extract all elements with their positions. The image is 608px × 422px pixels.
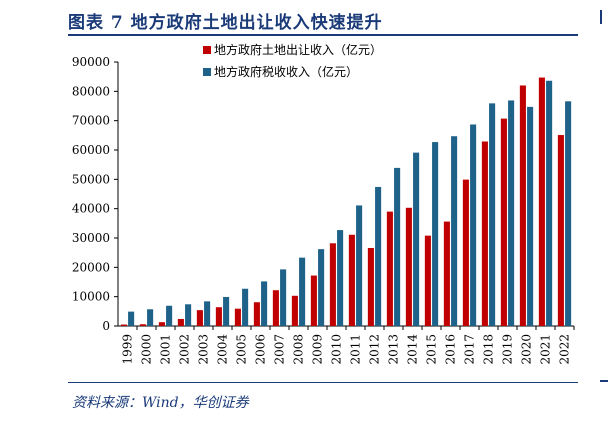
y-tick-label: 30000 <box>72 231 110 245</box>
chart-axes <box>114 61 575 330</box>
tax-revenue-bar-2013 <box>394 167 401 326</box>
x-tick-label-2004: 2004 <box>216 334 230 365</box>
legend-label-0: 地方政府土地出让收入（亿元） <box>214 42 382 57</box>
tax-revenue-bar-2016 <box>451 136 458 326</box>
land-revenue-bar-2020 <box>519 85 526 326</box>
x-tick-label-2022: 2022 <box>558 334 572 365</box>
chart-legend: 地方政府土地出让收入（亿元） 地方政府税收收入（亿元） <box>203 42 382 79</box>
y-tick-label: 70000 <box>72 114 110 128</box>
x-tick-label-2012: 2012 <box>368 334 382 365</box>
land-revenue-bar-2006 <box>253 302 260 326</box>
x-tick-label-2010: 2010 <box>330 334 344 365</box>
x-tick-label-2020: 2020 <box>520 334 534 365</box>
land-revenue-bar-2001 <box>158 322 165 326</box>
x-tick-label-2007: 2007 <box>273 334 287 365</box>
land-revenue-bar-2022 <box>557 135 564 326</box>
x-tick-label-2017: 2017 <box>463 334 477 365</box>
land-revenue-bar-2018 <box>481 141 488 326</box>
legend-label-1: 地方政府税收收入（亿元） <box>214 64 358 79</box>
legend-swatch-0 <box>203 46 211 54</box>
x-tick-label-2015: 2015 <box>425 334 439 365</box>
x-tick-label-2021: 2021 <box>539 334 553 365</box>
tax-revenue-bar-2018 <box>489 103 496 326</box>
y-tick-label: 50000 <box>72 172 110 186</box>
land-revenue-bar-2008 <box>291 295 298 326</box>
x-tick-label-2013: 2013 <box>387 334 401 365</box>
land-revenue-bar-2003 <box>196 310 203 326</box>
tax-revenue-bar-2007 <box>280 269 287 326</box>
x-tick-label-2000: 2000 <box>140 334 154 365</box>
land-revenue-bar-2021 <box>538 77 545 326</box>
x-tick-label-2002: 2002 <box>178 334 192 365</box>
tax-revenue-bar-2001 <box>166 305 173 326</box>
tax-revenue-bar-2008 <box>299 257 306 326</box>
tax-revenue-bar-2006 <box>261 281 268 326</box>
tax-revenue-bar-2009 <box>318 249 325 326</box>
x-tick-label-1999: 1999 <box>121 334 135 365</box>
legend-swatch-1 <box>203 68 211 76</box>
title-rule <box>68 34 578 36</box>
adjacent-panel-edge <box>600 10 608 24</box>
y-tick-labels: 0 10000 20000 30000 40000 50000 60000 70000 8000… <box>72 55 110 333</box>
tax-revenue-bar-2004 <box>223 296 230 326</box>
x-tick-label-2005: 2005 <box>235 334 249 365</box>
x-tick-label-2009: 2009 <box>311 334 325 365</box>
adjacent-panel-rule <box>600 380 608 382</box>
x-tick-label-2003: 2003 <box>197 334 211 365</box>
x-tick-label-2016: 2016 <box>444 334 458 365</box>
tax-revenue-bar-2017 <box>470 124 477 326</box>
tax-revenue-bar-2000 <box>147 309 154 326</box>
land-revenue-bar-2010 <box>329 243 336 326</box>
source-rule <box>68 382 578 383</box>
land-revenue-bar-2009 <box>310 275 317 326</box>
chart-bars <box>120 77 572 327</box>
y-tick-label: 90000 <box>72 55 110 69</box>
land-revenue-bar-2004 <box>215 307 222 326</box>
y-tick-label: 20000 <box>72 260 110 274</box>
x-tick-label-2018: 2018 <box>482 334 496 365</box>
tax-revenue-bar-2012 <box>375 186 382 326</box>
land-revenue-bar-2005 <box>234 308 241 326</box>
land-revenue-bar-2000 <box>139 324 146 326</box>
x-tick-label-2011: 2011 <box>349 334 363 365</box>
y-tick-label: 80000 <box>72 84 110 98</box>
y-tick-label: 40000 <box>72 202 110 216</box>
land-revenue-bar-2011 <box>348 234 355 326</box>
tax-revenue-bar-2022 <box>565 101 572 326</box>
land-revenue-bar-2012 <box>367 247 374 326</box>
x-tick-label-2019: 2019 <box>501 334 515 365</box>
land-revenue-bar-1999 <box>120 324 127 326</box>
tax-revenue-bar-2020 <box>527 106 534 326</box>
tax-revenue-bar-2005 <box>242 288 249 326</box>
tax-revenue-bar-2015 <box>432 142 439 326</box>
tax-revenue-bar-2010 <box>337 230 344 326</box>
y-tick-label: 0 <box>102 319 110 333</box>
tax-revenue-bar-1999 <box>128 311 135 326</box>
tax-revenue-bar-2011 <box>356 205 363 326</box>
tax-revenue-bar-2002 <box>185 304 192 326</box>
x-tick-labels: 1999 2000 2001 2002 2003 2004 2005 2006 2007 2008… <box>121 334 572 365</box>
x-tick-label-2001: 2001 <box>159 334 173 365</box>
source-note: 资料来源：Wind，华创证券 <box>72 395 249 411</box>
land-revenue-bar-2014 <box>405 207 412 326</box>
land-revenue-bar-2015 <box>424 235 431 326</box>
figure-title: 图表 7 地方政府土地出让收入快速提升 <box>68 13 383 33</box>
land-revenue-bar-2013 <box>386 211 393 326</box>
tax-revenue-bar-2003 <box>204 301 211 326</box>
x-tick-label-2006: 2006 <box>254 334 268 365</box>
y-tick-label: 10000 <box>72 290 110 304</box>
tax-revenue-bar-2014 <box>413 152 420 326</box>
land-revenue-bar-2019 <box>500 118 507 326</box>
tax-revenue-bar-2021 <box>546 80 553 327</box>
x-tick-label-2014: 2014 <box>406 334 420 365</box>
x-tick-label-2008: 2008 <box>292 334 306 365</box>
land-revenue-bar-2017 <box>462 179 469 326</box>
land-revenue-bar-2016 <box>443 221 450 326</box>
land-revenue-bar-2007 <box>272 290 279 326</box>
tax-revenue-bar-2019 <box>508 100 515 327</box>
y-tick-label: 60000 <box>72 143 110 157</box>
land-revenue-bar-2002 <box>177 318 184 326</box>
